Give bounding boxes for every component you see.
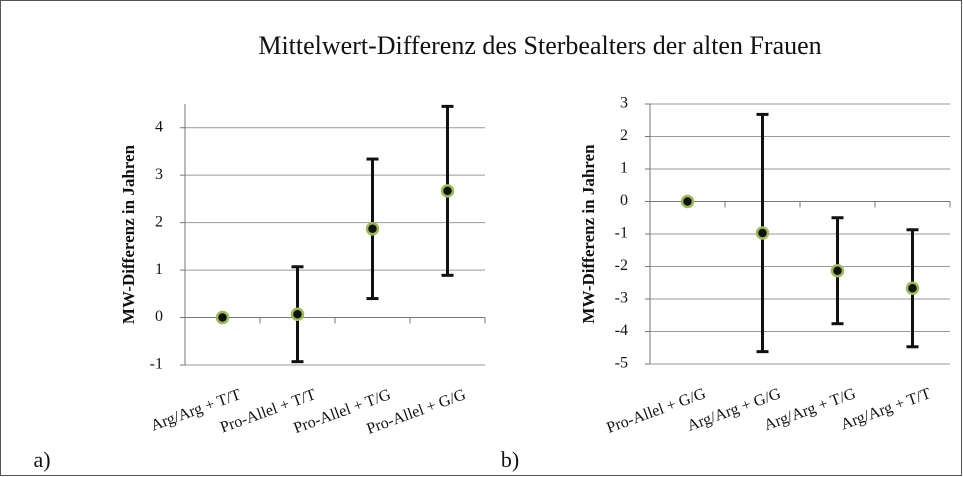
y-tick-label: 1 xyxy=(620,160,628,177)
y-tick-label: -5 xyxy=(615,355,628,372)
point xyxy=(215,310,230,325)
y-tick-label: 2 xyxy=(620,127,628,144)
point xyxy=(830,263,845,278)
panel-label: b) xyxy=(501,447,519,472)
y-tick-label: 2 xyxy=(155,213,163,230)
y-tick-label: -4 xyxy=(615,322,628,339)
y-tick-label: 3 xyxy=(620,95,628,112)
point xyxy=(680,194,695,209)
y-tick-label: 1 xyxy=(155,261,163,278)
y-tick-label: 0 xyxy=(155,308,163,325)
y-axis-title: MW-Differenz in Jahren xyxy=(579,144,598,324)
y-tick-label: 0 xyxy=(620,192,628,209)
point xyxy=(905,281,920,296)
point xyxy=(290,307,305,321)
point xyxy=(755,226,770,240)
panel-label: a) xyxy=(33,447,50,472)
point xyxy=(365,222,380,236)
y-tick-label: 4 xyxy=(155,118,163,135)
y-axis-title: MW-Differenz in Jahren xyxy=(119,144,138,324)
y-tick-label: -1 xyxy=(150,356,163,373)
y-tick-label: 3 xyxy=(155,166,163,183)
y-tick-label: -2 xyxy=(615,257,628,274)
point xyxy=(440,184,455,198)
y-tick-label: -1 xyxy=(615,225,628,242)
y-tick-label: -3 xyxy=(615,290,628,307)
chart-title: Mittelwert-Differenz des Sterbealters de… xyxy=(258,31,821,60)
